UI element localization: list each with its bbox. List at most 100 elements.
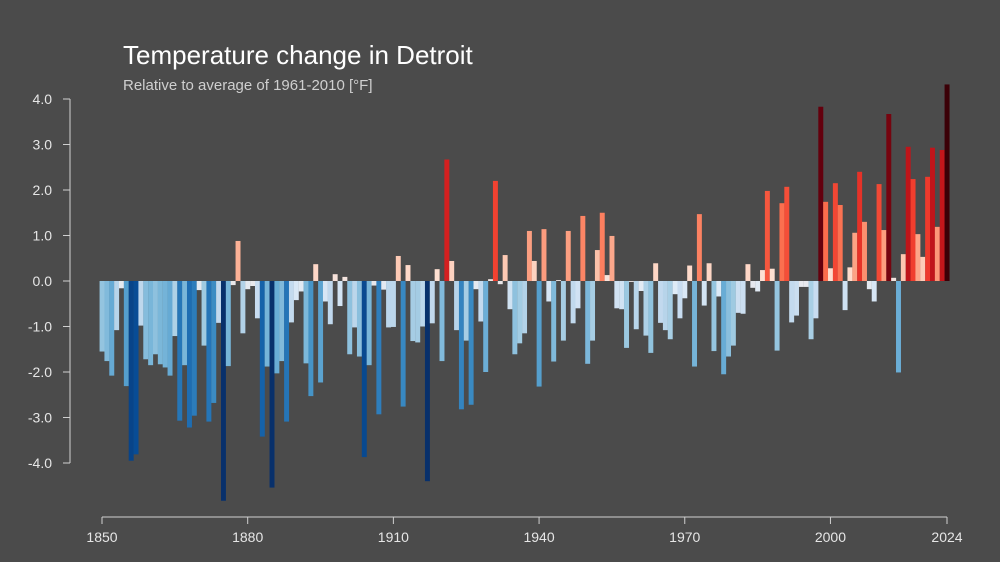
bar-1853 xyxy=(114,281,120,331)
bar-1978 xyxy=(721,281,727,375)
bar-1962 xyxy=(643,281,649,336)
bar-1993 xyxy=(794,281,799,316)
bar-1973 xyxy=(696,214,702,282)
x-tick-label: 2024 xyxy=(931,529,962,545)
bar-2016 xyxy=(905,146,911,281)
bar-1997 xyxy=(813,281,819,319)
bar-1918 xyxy=(429,281,435,324)
bar-1926 xyxy=(468,281,474,405)
bar-1921 xyxy=(444,159,450,281)
x-tick-label: 1970 xyxy=(669,529,700,545)
bar-1935 xyxy=(512,281,518,355)
bar-1860 xyxy=(148,281,154,366)
bar-1930 xyxy=(488,279,494,281)
bar-1885 xyxy=(269,281,275,488)
bar-2010 xyxy=(876,184,882,281)
bar-1863 xyxy=(162,281,168,368)
bar-1855 xyxy=(123,281,129,387)
bar-1913 xyxy=(405,265,411,281)
y-tick-label: 4.0 xyxy=(33,91,53,107)
chart-title: Temperature change in Detroit xyxy=(123,40,473,70)
y-tick-label: -3.0 xyxy=(28,410,52,426)
bar-2004 xyxy=(847,267,853,281)
bar-1928 xyxy=(478,281,484,322)
bar-1869 xyxy=(191,281,197,416)
bar-1972 xyxy=(692,281,697,367)
x-tick-label: 2000 xyxy=(815,529,846,545)
bar-1909 xyxy=(386,281,392,328)
bar-1966 xyxy=(662,281,668,331)
bar-1886 xyxy=(274,281,280,374)
bar-1953 xyxy=(599,212,605,281)
bar-1883 xyxy=(259,281,265,437)
bar-2011 xyxy=(881,230,887,281)
bar-1878 xyxy=(235,240,241,281)
x-tick-label: 1940 xyxy=(523,529,554,545)
bar-1915 xyxy=(415,281,421,343)
bar-2022 xyxy=(934,226,940,281)
y-tick-label: 0.0 xyxy=(33,273,53,289)
bar-1923 xyxy=(454,281,460,331)
y-tick-label: 1.0 xyxy=(33,228,53,244)
bar-2009 xyxy=(871,281,877,302)
bar-1870 xyxy=(196,281,202,291)
bar-1911 xyxy=(395,255,401,281)
bar-1906 xyxy=(371,281,377,286)
bar-1877 xyxy=(230,281,236,286)
bar-1908 xyxy=(381,281,387,290)
bar-1859 xyxy=(143,281,149,360)
bar-1851 xyxy=(104,281,110,362)
bar-2001 xyxy=(832,183,838,282)
bar-1874 xyxy=(216,281,222,323)
bar-2018 xyxy=(915,234,921,281)
bar-1880 xyxy=(245,281,251,290)
bar-1952 xyxy=(594,250,600,281)
bar-1980 xyxy=(730,281,736,346)
bar-1938 xyxy=(526,230,532,281)
bar-1964 xyxy=(653,263,659,281)
bar-1867 xyxy=(182,281,188,366)
bar-1881 xyxy=(250,281,256,286)
bar-1957 xyxy=(619,281,625,310)
bar-1991 xyxy=(784,186,790,281)
bar-1868 xyxy=(186,281,192,428)
bar-1984 xyxy=(750,281,756,288)
bar-1983 xyxy=(745,264,751,282)
bar-1948 xyxy=(575,281,581,309)
bars-group xyxy=(99,84,950,501)
bar-1955 xyxy=(609,235,615,281)
bar-1879 xyxy=(240,281,246,334)
bar-1960 xyxy=(633,281,639,330)
bar-1943 xyxy=(551,281,557,362)
y-tick-label: -2.0 xyxy=(28,364,52,380)
bar-1999 xyxy=(823,201,829,281)
bar-2008 xyxy=(866,281,872,290)
bar-1949 xyxy=(580,215,586,281)
bar-1945 xyxy=(560,281,566,341)
bar-2003 xyxy=(842,281,848,311)
bar-1905 xyxy=(366,281,372,366)
bar-1850 xyxy=(99,281,105,352)
bar-1904 xyxy=(361,281,367,458)
bar-1900 xyxy=(342,276,348,281)
bar-1975 xyxy=(706,263,712,281)
bar-1977 xyxy=(716,281,722,297)
bar-1941 xyxy=(541,229,547,281)
bar-1896 xyxy=(322,281,328,302)
bar-2015 xyxy=(900,254,906,281)
y-tick-label: 2.0 xyxy=(33,182,53,198)
bar-1974 xyxy=(701,281,707,306)
bar-1907 xyxy=(376,281,382,415)
bar-1925 xyxy=(463,281,469,341)
bar-1882 xyxy=(254,281,260,319)
x-tick-label: 1910 xyxy=(378,529,409,545)
bar-2012 xyxy=(886,114,892,282)
bar-1998 xyxy=(818,106,824,281)
bar-1934 xyxy=(507,281,513,310)
bar-1852 xyxy=(109,281,115,376)
bar-1872 xyxy=(206,281,212,422)
bar-1931 xyxy=(492,180,498,281)
bar-2007 xyxy=(862,221,867,281)
bar-1924 xyxy=(458,281,464,410)
